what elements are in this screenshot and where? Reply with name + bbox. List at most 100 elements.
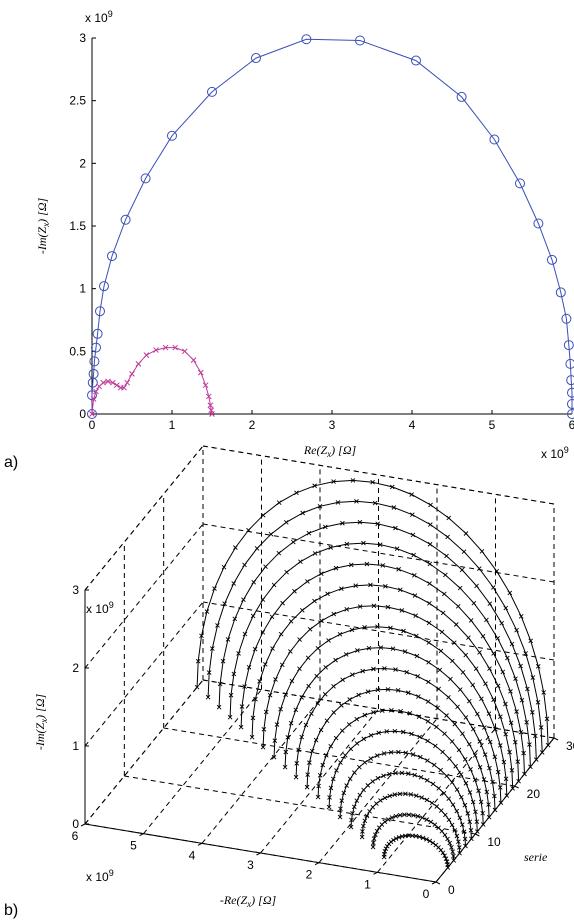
chart-b-point [375, 775, 381, 781]
chart-a-x-label: Re(Zx) [Ω] [303, 443, 357, 459]
chart-b-point [283, 692, 288, 697]
chart-b-point [427, 600, 432, 606]
chart-b-point [333, 565, 339, 571]
chart-b-point [476, 788, 481, 794]
chart-b-point [533, 757, 539, 762]
chart-b-point [393, 667, 398, 672]
chart-b-point [367, 809, 372, 814]
chart-b-point [479, 549, 485, 554]
chart-b-point [438, 808, 444, 813]
chart-b-point [288, 720, 294, 726]
chart-b-point [352, 770, 357, 775]
chart-b-point [466, 741, 472, 747]
chart-b-point [381, 773, 386, 779]
chart-b-point [387, 771, 392, 777]
chart-b-im-tick-label: 2 [72, 661, 79, 675]
chart-a-point [561, 313, 572, 324]
chart-b-point [516, 778, 521, 784]
chart-b-point [349, 817, 354, 823]
chart-a-point [107, 251, 117, 262]
chart-b-point [389, 484, 395, 490]
chart-b-point [402, 649, 408, 654]
chart-b-point [231, 671, 237, 677]
chart-b-point [270, 646, 275, 651]
chart-b-point [528, 638, 534, 644]
chart-b-point [497, 743, 503, 748]
chart-b-point [508, 689, 513, 694]
chart-b-point [391, 505, 397, 510]
chart-b-point [430, 781, 436, 787]
chart-b-point [233, 545, 238, 550]
chart-b-point [487, 666, 492, 671]
chart-b-point [400, 729, 406, 735]
chart-b-point [383, 583, 388, 589]
chart-b-point [463, 652, 469, 658]
chart-b-point [405, 690, 411, 696]
chart-b-point [309, 748, 315, 754]
chart-b-point [459, 794, 464, 800]
chart-b-point [361, 787, 366, 793]
chart-b-point [438, 648, 444, 654]
chart-a-point [251, 53, 261, 64]
chart-b-grid-line [143, 689, 262, 834]
chart-b-point [379, 708, 385, 713]
chart-b-point [393, 770, 398, 776]
chart-b-point [446, 694, 451, 700]
chart-a-point [567, 409, 574, 419]
chart-b-point [368, 582, 373, 588]
chart-b-point [300, 510, 305, 516]
chart-b-grid-line [318, 718, 438, 863]
chart-b-point [412, 772, 418, 778]
chart-b-re-tick-mark [314, 862, 320, 866]
chart-b-point [260, 597, 266, 602]
chart-b-point [328, 785, 334, 791]
chart-b-point [361, 540, 366, 546]
chart-b-point [374, 828, 380, 834]
chart-a-y-tick-label: 0 [79, 407, 86, 421]
chart-b-point [404, 669, 410, 675]
chart-b-point [528, 764, 533, 770]
chart-b-point [365, 783, 371, 788]
chart-a-y-label: -Im(Zx) [Ω] [35, 198, 51, 255]
chart-b-point [254, 546, 260, 551]
chart-b-point [513, 676, 518, 682]
chart-b-point [456, 839, 461, 845]
chart-b-point [449, 822, 455, 828]
chart-a-point [92, 328, 103, 339]
chart-b-point [440, 850, 446, 856]
chart-b-point [268, 531, 274, 537]
chart-b-grid-line [201, 699, 321, 844]
chart-b-re-tick-label: 1 [364, 877, 371, 891]
chart-b-im-tick-label: 1 [72, 739, 79, 753]
chart-b-point [482, 725, 487, 730]
chart-b-point [375, 624, 380, 630]
chart-b-point [242, 684, 247, 689]
chart-b-point [449, 739, 455, 744]
chart-b-point [205, 694, 211, 700]
chart-b-point [451, 858, 457, 863]
chart-b-re-tick-mark [80, 823, 86, 827]
chart-b-point [261, 726, 267, 732]
chart-b-re-tick-mark [139, 833, 144, 837]
chart-b-point [436, 825, 441, 831]
chart-b-point [280, 600, 285, 606]
chart-b-serie-tick-label: 0 [448, 883, 455, 897]
chart-a-y-tick-label: 3 [79, 31, 86, 45]
chart-b-point [335, 500, 341, 505]
chart-b-point [399, 770, 405, 776]
chart-b-serie-curve [317, 709, 484, 825]
chart-b-point [387, 793, 393, 799]
chart-b-point [378, 645, 384, 650]
chart-a-y-tick-label: 2 [79, 156, 86, 170]
chart-b-point [195, 658, 201, 664]
chart-b-point [360, 668, 366, 674]
chart-b-point [427, 581, 432, 586]
chart-b-point [365, 689, 371, 694]
chart-b-point [393, 525, 398, 531]
chart-b-point [414, 653, 420, 659]
chart-b-point [354, 741, 360, 746]
chart-b-point [271, 754, 277, 760]
chart-a-point [567, 387, 574, 398]
chart-b-serie-tick-label: 30 [566, 739, 574, 753]
chart-b-point [479, 696, 484, 702]
